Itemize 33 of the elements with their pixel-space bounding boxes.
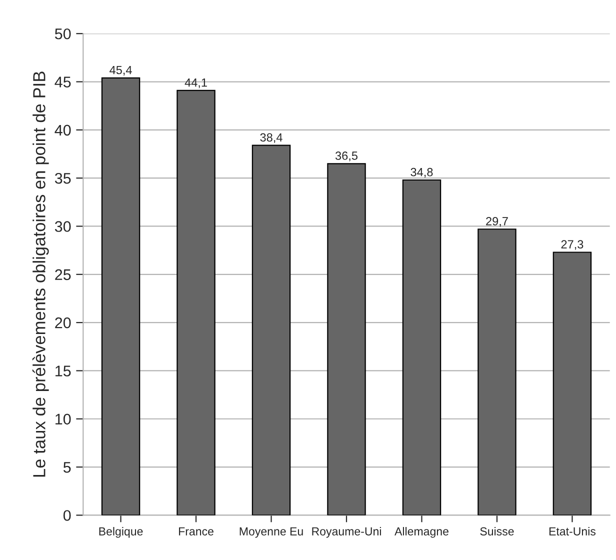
y-tick-label: 25 — [55, 269, 71, 280]
bar — [176, 90, 216, 516]
data-label: 45,4 — [110, 66, 132, 76]
data-label: 27,3 — [561, 240, 584, 250]
y-axis-title: Le taux de prélèvements obligatoires en point de PIB — [32, 72, 49, 477]
y-tick-label: 10 — [56, 414, 71, 425]
bar — [252, 144, 291, 516]
x-tick-label: Royaume-Uni — [312, 527, 381, 538]
y-tick-label: 30 — [54, 221, 71, 232]
y-tick-label: 15 — [56, 366, 71, 376]
bar — [101, 77, 140, 516]
x-tick-label: Belgique — [99, 527, 143, 538]
y-tick-label: 20 — [55, 317, 71, 328]
data-label: 38,4 — [260, 133, 282, 144]
y-tick-label: 0 — [63, 510, 71, 521]
data-label: 44,1 — [184, 78, 207, 88]
bar — [478, 228, 516, 516]
x-tick-label: Allemagne — [394, 527, 448, 538]
x-tick-label: France — [179, 527, 214, 536]
y-tick-label: 5 — [63, 462, 71, 473]
y-tick-label: 45 — [54, 76, 71, 88]
data-label: 29,7 — [486, 217, 508, 227]
x-tick-label: Suisse — [480, 527, 514, 536]
data-label: 34,8 — [410, 168, 433, 178]
data-label: 36,5 — [335, 152, 358, 162]
x-tick-label: Moyenne Eu — [240, 527, 303, 538]
bar — [552, 252, 592, 516]
x-tick-label: Etat-Unis — [549, 527, 596, 536]
bar — [402, 179, 442, 516]
y-tick-label: 40 — [54, 124, 71, 136]
bar — [327, 163, 366, 516]
y-tick-label: 35 — [54, 172, 71, 184]
y-tick-label: 50 — [54, 28, 71, 40]
